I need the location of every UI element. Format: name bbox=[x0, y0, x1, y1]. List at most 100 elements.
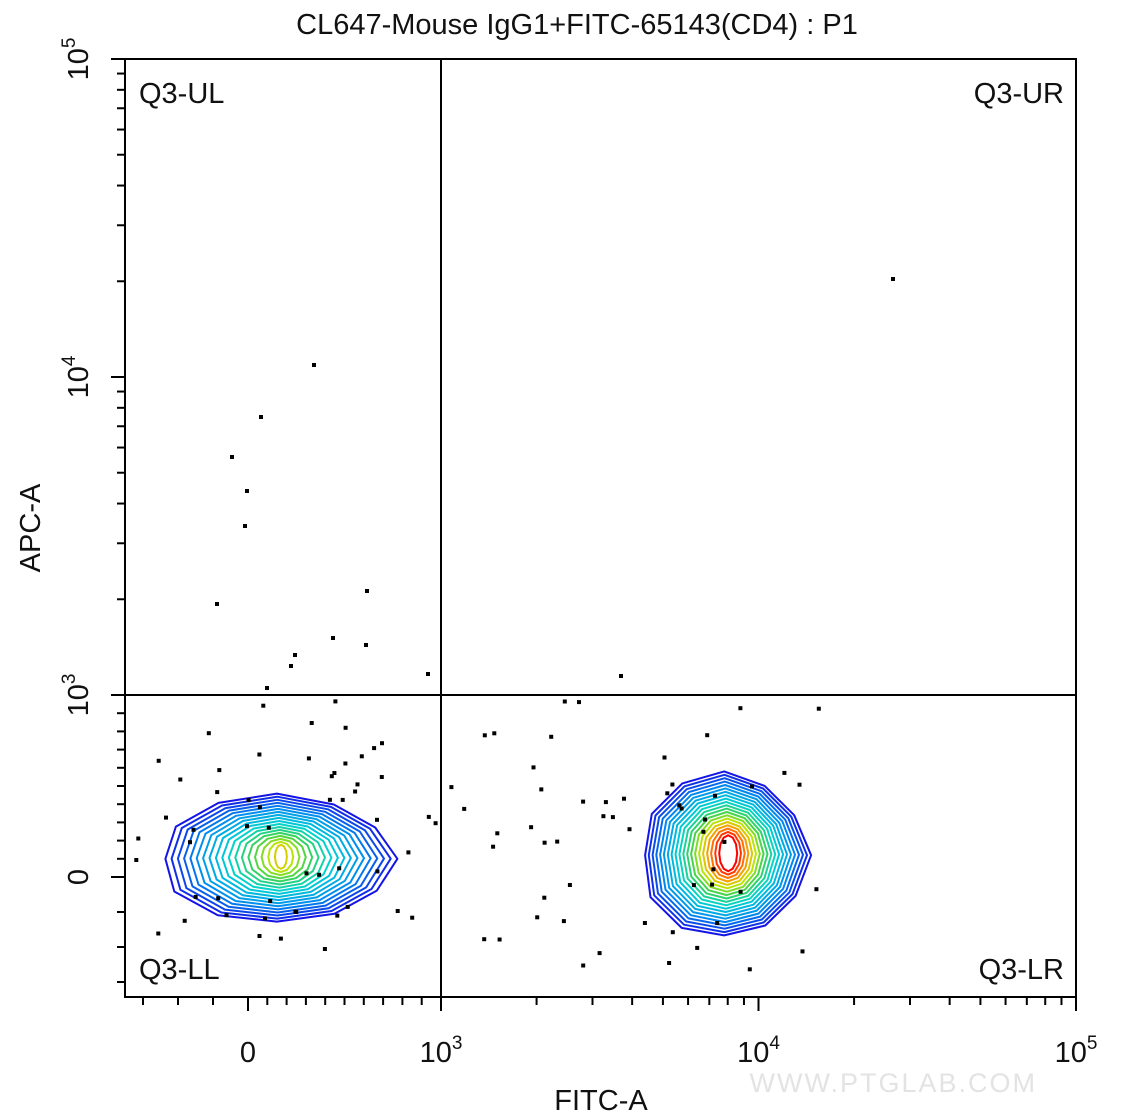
contour-line bbox=[686, 807, 769, 900]
contour-line bbox=[240, 828, 320, 886]
y-axis-tick-labels: 0 103 104 105 bbox=[59, 38, 95, 885]
event-dot bbox=[134, 858, 139, 862]
event-dot bbox=[539, 787, 544, 792]
contour-line bbox=[647, 773, 808, 934]
event-dot bbox=[333, 699, 338, 704]
event-dot bbox=[662, 755, 667, 760]
event-dot bbox=[738, 706, 743, 711]
event-dot bbox=[622, 796, 626, 801]
event-dot bbox=[426, 672, 430, 676]
event-dot bbox=[322, 947, 327, 951]
event-dot bbox=[562, 699, 567, 704]
event-dot bbox=[750, 784, 754, 789]
event-dot bbox=[601, 814, 606, 819]
event-dot bbox=[245, 489, 249, 493]
event-dot bbox=[577, 700, 581, 705]
event-dot bbox=[206, 731, 211, 736]
event-dot bbox=[364, 643, 368, 647]
quadrant-label-ur: Q3-UR bbox=[974, 78, 1064, 110]
event-dot bbox=[797, 782, 802, 787]
event-dot bbox=[263, 916, 267, 921]
contour-line bbox=[702, 821, 754, 886]
x-tick-label: 0 bbox=[240, 1037, 256, 1069]
event-dot bbox=[497, 937, 502, 942]
event-dot bbox=[529, 825, 534, 830]
contour-line bbox=[678, 800, 777, 907]
event-dot bbox=[581, 963, 586, 968]
event-dot bbox=[642, 921, 647, 925]
event-dot bbox=[289, 664, 293, 668]
event-dot bbox=[278, 936, 283, 941]
y-axis-ticks bbox=[111, 58, 125, 983]
event-dot bbox=[665, 791, 670, 796]
event-dot bbox=[426, 814, 431, 819]
contour-line bbox=[164, 792, 399, 923]
event-dot bbox=[306, 756, 311, 761]
event-dot bbox=[701, 829, 706, 834]
contour-line bbox=[655, 780, 800, 927]
event-dot bbox=[410, 915, 415, 920]
y-tick-label: 104 bbox=[59, 355, 95, 398]
event-dot bbox=[329, 774, 334, 779]
watermark-text: WWW.PTGLAB.COM bbox=[750, 1068, 1038, 1098]
y-tick-label: 0 bbox=[63, 869, 95, 885]
x-tick-label: 104 bbox=[737, 1033, 780, 1069]
event-dot bbox=[567, 883, 572, 887]
event-dot bbox=[627, 827, 632, 832]
event-dot bbox=[495, 831, 500, 836]
contour-layer bbox=[164, 770, 813, 937]
x-axis-ticks bbox=[142, 997, 1077, 1011]
contour-line bbox=[234, 826, 326, 889]
event-dot bbox=[711, 867, 716, 872]
event-dot bbox=[891, 277, 895, 281]
event-dot bbox=[309, 721, 314, 725]
event-dot bbox=[800, 949, 805, 954]
event-dot bbox=[217, 768, 222, 773]
y-axis-label: APC-A bbox=[15, 483, 47, 572]
event-dot bbox=[259, 415, 263, 419]
event-dot bbox=[375, 869, 380, 874]
event-dot bbox=[243, 524, 247, 528]
event-dot bbox=[679, 806, 684, 811]
y-tick-label: 105 bbox=[59, 38, 95, 81]
contour-line bbox=[189, 804, 372, 911]
event-dot bbox=[395, 909, 400, 913]
event-dot bbox=[449, 785, 454, 790]
event-dot bbox=[531, 765, 536, 770]
event-dot bbox=[542, 895, 547, 900]
event-dot bbox=[261, 703, 266, 708]
event-dot bbox=[691, 883, 696, 888]
event-dot bbox=[433, 821, 438, 826]
event-dot bbox=[705, 733, 710, 738]
event-dot bbox=[178, 777, 183, 782]
contour-line bbox=[706, 824, 750, 883]
event-dot bbox=[816, 706, 821, 711]
event-dot bbox=[535, 915, 540, 920]
event-dot bbox=[257, 752, 262, 757]
contour-line bbox=[254, 834, 307, 880]
event-dot bbox=[542, 840, 547, 845]
event-dot bbox=[224, 913, 229, 918]
event-dot bbox=[156, 931, 161, 936]
event-dot bbox=[182, 918, 187, 923]
event-dot bbox=[610, 815, 615, 820]
contour-line bbox=[714, 830, 742, 876]
event-dot bbox=[257, 934, 262, 938]
event-dot bbox=[555, 839, 560, 844]
contour-line bbox=[214, 816, 346, 898]
event-dot bbox=[667, 961, 672, 965]
event-dot bbox=[215, 602, 219, 606]
event-dot bbox=[372, 746, 377, 751]
event-dot bbox=[230, 455, 234, 459]
event-dot bbox=[379, 775, 384, 779]
contour-line bbox=[183, 801, 379, 914]
event-dot bbox=[304, 871, 309, 876]
contour-line bbox=[195, 807, 365, 908]
contour-line bbox=[718, 834, 739, 873]
event-dot bbox=[603, 800, 608, 805]
contour-line bbox=[273, 843, 288, 870]
event-dot bbox=[337, 866, 342, 871]
event-dot bbox=[359, 754, 364, 759]
chart-title: CL647-Mouse IgG1+FITC-65143(CD4) : P1 bbox=[296, 9, 858, 41]
